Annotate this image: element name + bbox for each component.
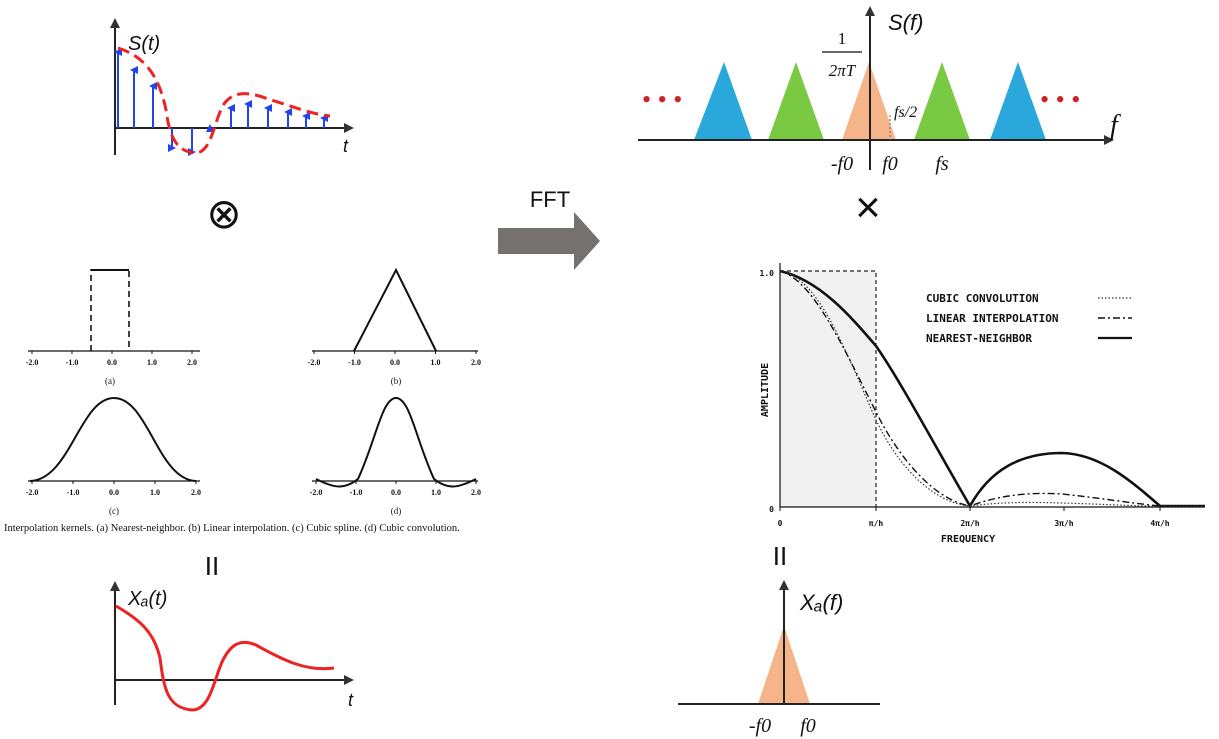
spectrum-plot: • • • • • • S(f) f 1 2πT fs/2 -f0 f0 fs <box>638 6 1121 175</box>
frequency-axis-label: FREQUENCY <box>941 534 995 545</box>
convolution-operator-icon: ⊗ <box>206 190 241 237</box>
kernel-tick-label: 1.0 <box>431 488 441 497</box>
legend-nearest-neighbor: NEAREST-NEIGHBOR <box>926 332 1032 345</box>
spectrum-image-blue-left <box>694 62 752 140</box>
sampled-envelope <box>117 46 331 155</box>
kernel-tick-label: -1.0 <box>350 488 363 497</box>
kernel-tick-label: 2.0 <box>191 488 201 497</box>
panel-c-label: (c) <box>109 506 119 516</box>
kernel-tick-label: -2.0 <box>26 488 39 497</box>
kernel-panel-c: -2.0 -1.0 0.0 1.0 2.0 (c) <box>26 396 201 516</box>
height-denominator: 2πT <box>829 61 857 80</box>
f0-label: f0 <box>882 153 898 175</box>
kernel-tick-label: -2.0 <box>308 358 321 367</box>
y-tick-top: 1.0 <box>760 269 775 278</box>
t-axis-label: t <box>343 136 349 156</box>
response-x-tick: 0 <box>778 519 783 528</box>
sampled-signal-plot: S(t) t <box>110 18 354 156</box>
kernel-tick-label: 0.0 <box>109 488 119 497</box>
kernel-tick-label: -2.0 <box>310 488 323 497</box>
f-axis-label: f <box>1110 110 1121 141</box>
y-tick-bottom: 0 <box>769 505 774 514</box>
kernel-tick-label: 1.0 <box>431 358 441 367</box>
right-ellipsis-icon: • • • <box>1040 85 1080 114</box>
reconstructed-curve <box>115 604 335 712</box>
equals-right-icon: II <box>773 541 787 571</box>
sampled-signal-label: S(t) <box>128 33 160 55</box>
response-x-tick: π/h <box>869 519 884 528</box>
bandlimited-spectrum-plot: Xₐ(f) -f0 f0 <box>678 580 880 737</box>
reconstructed-signal-plot: Xₐ(t) t <box>110 581 354 712</box>
height-numerator: 1 <box>838 29 847 48</box>
fs-label: fs <box>935 153 949 175</box>
response-x-tick: 3π/h <box>1054 519 1073 528</box>
xa-t-axis-label: t <box>348 690 354 710</box>
kernel-tick-label: 0.0 <box>391 488 401 497</box>
left-ellipsis-icon: • • • <box>642 85 682 114</box>
kernel-tick-label: 2.0 <box>187 358 197 367</box>
fft-label: FFT <box>530 187 570 212</box>
legend-linear-interpolation: LINEAR INTERPOLATION <box>926 312 1058 325</box>
bandlimited-neg-f0: -f0 <box>749 715 771 737</box>
bandlimited-label: Xₐ(f) <box>799 590 843 615</box>
kernel-tick-label: -1.0 <box>67 488 80 497</box>
kernel-tick-label: 0.0 <box>107 358 117 367</box>
panel-d-label: (d) <box>391 506 402 516</box>
kernel-panel-d: -2.0 -1.0 0.0 1.0 2.0 (d) <box>310 396 481 516</box>
frequency-response-chart: 1.0 0 0 π/h 2π/h 3π/h 4π/h AMPLITUDE FREQUEN… <box>760 263 1205 545</box>
response-x-tick: 4π/h <box>1150 519 1169 528</box>
passband-shade <box>780 271 876 507</box>
spectrum-image-blue-right <box>990 62 1046 140</box>
panel-b-label: (b) <box>391 376 402 386</box>
half-sampling-label: fs/2 <box>894 104 917 121</box>
spectrum-image-green-left <box>768 62 824 140</box>
kernel-caption: Interpolation kernels. (a) Nearest-neigh… <box>4 523 460 534</box>
kernel-panel-a: -2.0 -1.0 0.0 1.0 2.0 (a) <box>26 269 200 386</box>
kernel-tick-label: -2.0 <box>26 358 39 367</box>
amplitude-axis-label: AMPLITUDE <box>760 363 771 417</box>
kernel-tick-label: -1.0 <box>348 358 361 367</box>
kernel-tick-label: -1.0 <box>66 358 79 367</box>
fft-arrow: FFT <box>498 187 600 270</box>
spectrum-image-green-right <box>914 62 970 140</box>
kernel-tick-label: 2.0 <box>471 488 481 497</box>
kernel-tick-label: 0.0 <box>390 358 400 367</box>
response-x-tick: 2π/h <box>960 519 979 528</box>
kernel-tick-label: 2.0 <box>471 358 481 367</box>
neg-f0-label: -f0 <box>831 153 853 175</box>
equals-left-icon: II <box>205 551 219 581</box>
kernel-tick-label: 1.0 <box>150 488 160 497</box>
reconstructed-signal-label: Xₐ(t) <box>127 588 167 610</box>
spectrum-label: S(f) <box>888 10 923 35</box>
kernel-tick-label: 1.0 <box>147 358 157 367</box>
nearest-neighbor-curve <box>779 269 1205 509</box>
response-legend: CUBIC CONVOLUTION LINEAR INTERPOLATION N… <box>926 292 1132 345</box>
kernel-panel-b: -2.0 -1.0 0.0 1.0 2.0 (b) <box>308 267 481 386</box>
ideal-filter <box>780 270 877 507</box>
multiply-operator-icon: × <box>855 183 881 232</box>
bandlimited-f0: f0 <box>800 715 816 737</box>
legend-cubic-convolution: CUBIC CONVOLUTION <box>926 292 1039 305</box>
panel-a-label: (a) <box>105 376 115 386</box>
cubic-convolution-curve <box>779 270 1205 507</box>
